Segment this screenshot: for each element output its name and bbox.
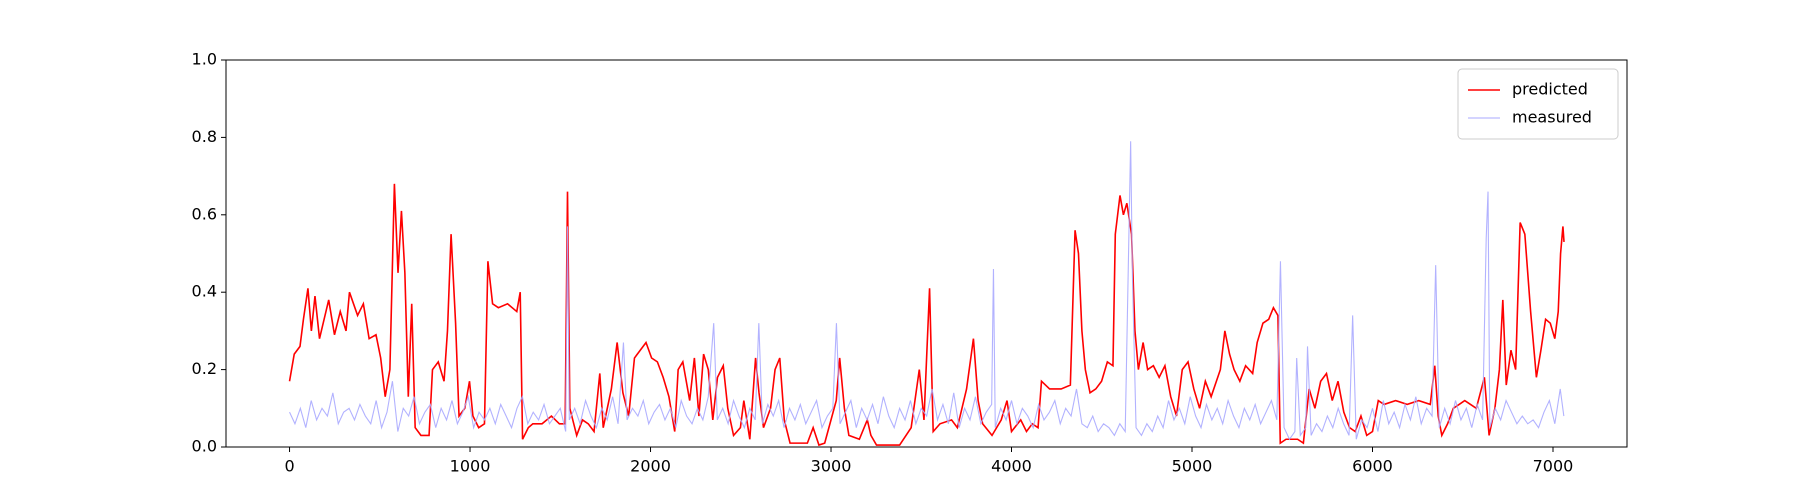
x-tick-label: 5000 (1172, 457, 1213, 476)
y-tick-label: 0.6 (192, 204, 217, 223)
y-tick-label: 1.0 (192, 50, 217, 69)
y-tick-label: 0.0 (192, 437, 217, 456)
x-tick-label: 7000 (1533, 457, 1574, 476)
y-tick-label: 0.8 (192, 127, 217, 146)
axes-frame (225, 59, 1628, 448)
y-tick-label: 0.4 (192, 282, 217, 301)
legend-label: predicted (1512, 80, 1588, 99)
legend-box (1457, 68, 1619, 140)
series-line (289, 141, 1565, 441)
x-tick-label: 4000 (991, 457, 1032, 476)
legend-label: measured (1512, 108, 1592, 127)
x-tick-label: 1000 (450, 457, 491, 476)
x-tick-label: 6000 (1352, 457, 1393, 476)
x-tick-label: 0 (284, 457, 294, 476)
x-tick-label: 3000 (811, 457, 852, 476)
x-tick-label: 2000 (630, 457, 671, 476)
series-line (288, 183, 1565, 447)
y-tick-label: 0.2 (192, 359, 217, 378)
